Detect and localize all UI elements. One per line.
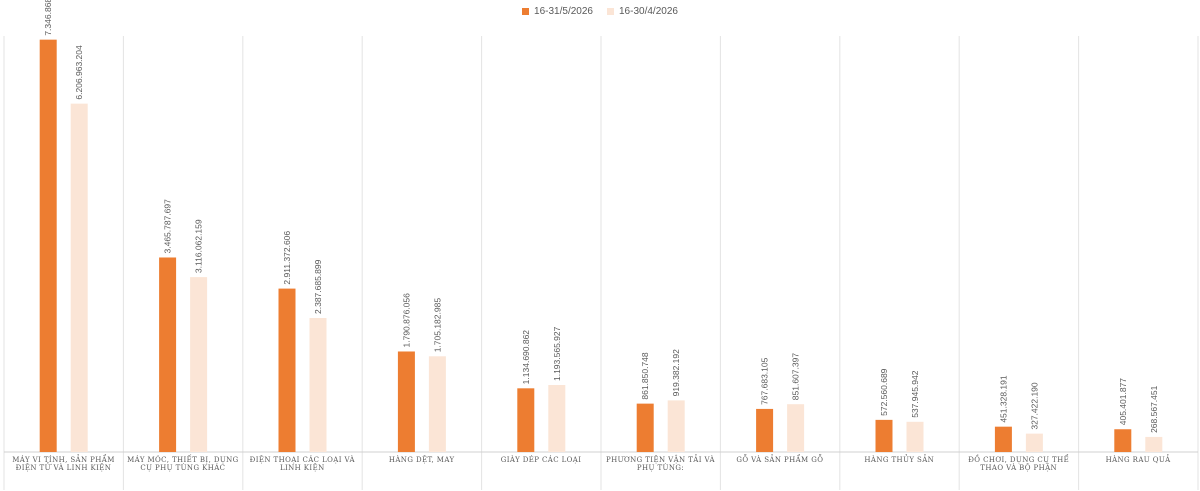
legend-swatch-series-1 xyxy=(522,8,530,15)
bar-series-1 xyxy=(1114,429,1132,452)
category-label: MÁY VI TÍNH, SẢN PHẨM ĐIỆN TỬ VÀ LINH KI… xyxy=(12,456,115,472)
data-label: 3.116.062.159 xyxy=(194,219,204,273)
bar-series-1 xyxy=(278,288,296,452)
bar-series-1 xyxy=(517,388,535,452)
legend-swatch-series-2 xyxy=(607,8,614,15)
category-label: ĐỒ CHƠI, DỤNG CỤ THỂ THAO VÀ BỘ PHẬN xyxy=(968,456,1070,472)
bar-series-1 xyxy=(994,426,1012,452)
data-label: 2.387.685.899 xyxy=(313,259,323,314)
category-label: HÀNG THỦY SẢN xyxy=(864,456,935,464)
category-label: HÀNG RAU QUẢ xyxy=(1105,456,1171,464)
bar-series-1 xyxy=(756,408,774,452)
data-label: 405.401.877 xyxy=(1118,378,1128,426)
data-label: 6.206.963.204 xyxy=(74,45,84,100)
bar-series-2 xyxy=(548,385,566,452)
legend-item-series-1: 16-31/5/2026 xyxy=(522,6,593,17)
category-label: ĐIỆN THOẠI CÁC LOẠI VÀ LINH KIỆN xyxy=(249,456,355,472)
data-label: 3.465.787.697 xyxy=(163,199,173,254)
data-label: 919.382.192 xyxy=(671,349,681,397)
bar-series-2 xyxy=(428,356,446,452)
bar-series-2 xyxy=(70,103,88,453)
data-label: 572.560.689 xyxy=(879,368,889,416)
legend-item-series-2: 16-30/4/2026 xyxy=(607,6,678,17)
bar-series-1 xyxy=(159,257,177,452)
data-label: 327.422.190 xyxy=(1029,382,1039,430)
bar-series-1 xyxy=(636,403,654,452)
data-label: 1.705.182.985 xyxy=(432,298,442,353)
bar-series-2 xyxy=(190,277,208,452)
data-label: 7.346.868.310 xyxy=(43,0,53,36)
bar-series-2 xyxy=(667,400,685,452)
category-label: GIÀY DÉP CÁC LOẠI xyxy=(500,456,582,464)
data-label: 1.134.690.862 xyxy=(521,330,531,385)
legend-label-series-1: 16-31/5/2026 xyxy=(534,6,593,17)
legend-label-series-2: 16-30/4/2026 xyxy=(619,6,678,17)
data-label: 861.850.748 xyxy=(640,352,650,400)
bar-series-2 xyxy=(1145,436,1163,452)
bar-series-2 xyxy=(787,404,805,452)
chart-legend: 16-31/5/2026 16-30/4/2026 xyxy=(0,6,1200,17)
data-label: 451.328.191 xyxy=(998,375,1008,423)
data-label: 851.607.397 xyxy=(791,353,801,401)
bar-series-2 xyxy=(309,317,327,452)
bar-series-1 xyxy=(875,419,893,452)
category-label: HÀNG DỆT, MAY xyxy=(388,456,455,464)
bar-series-2 xyxy=(1025,433,1043,452)
data-label: 767.683.105 xyxy=(760,357,770,405)
data-label: 268.567.451 xyxy=(1149,385,1159,433)
bar-series-2 xyxy=(906,421,924,452)
bar-series-1 xyxy=(39,39,57,453)
bar-series-1 xyxy=(397,351,415,452)
category-label: PHƯƠNG TIỆN VẬN TẢI VÀ PHỤ TÙNG: xyxy=(606,456,715,472)
category-label: GỖ VÀ SẢN PHẨM GỖ xyxy=(736,456,824,464)
category-label: MÁY MÓC, THIẾT BỊ, DỤNG CỤ PHỤ TÙNG KHÁC xyxy=(127,456,239,472)
data-label: 1.193.565.927 xyxy=(552,326,562,381)
data-label: 1.790.876.056 xyxy=(401,293,411,348)
data-label: 2.911.372.606 xyxy=(282,231,292,285)
data-label: 537.945.942 xyxy=(910,370,920,418)
